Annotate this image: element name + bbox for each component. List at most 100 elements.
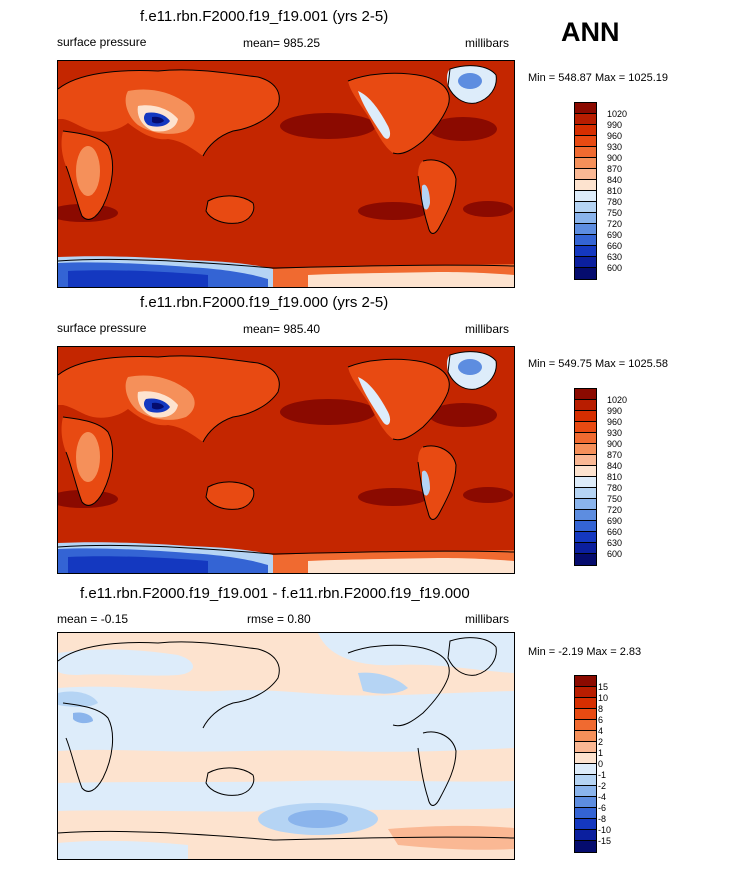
tibetan-plateau-core xyxy=(152,116,164,124)
colorbar-label: 750 xyxy=(607,208,623,218)
southern-negative-band xyxy=(58,780,514,812)
colorbar-swatch xyxy=(575,819,596,830)
colorbar-label: 810 xyxy=(607,472,623,482)
north-america-land xyxy=(348,359,450,440)
colorbar-label: 720 xyxy=(607,505,623,515)
colorbar-label: 780 xyxy=(607,197,623,207)
colorbar-label: -8 xyxy=(598,814,607,824)
colorbar-label: 840 xyxy=(607,175,623,185)
colorbar-swatch xyxy=(575,720,596,731)
panel2-minmax: Min = 549.75 Max = 1025.58 xyxy=(528,358,669,370)
colorbar-label: 660 xyxy=(607,241,623,251)
panel1-units: millibars xyxy=(465,36,510,50)
colorbar-label: 630 xyxy=(607,538,623,548)
andes xyxy=(422,184,430,210)
panel2-map-svg xyxy=(58,347,514,573)
australia-land xyxy=(206,195,254,224)
colorbar-label: 690 xyxy=(607,516,623,526)
south-pacific-high xyxy=(358,488,428,506)
colorbar-swatch xyxy=(575,466,596,477)
colorbar-label: 960 xyxy=(607,417,623,427)
colorbar-swatch xyxy=(575,731,596,742)
tropical-negative-band xyxy=(58,686,514,752)
south-atlantic-high xyxy=(463,487,513,503)
panel1-minmax: Min = 548.87 Max = 1025.19 xyxy=(528,72,669,84)
colorbar-label: 1020 xyxy=(607,109,628,119)
colorbar-label: 2 xyxy=(598,737,604,747)
panel2-map xyxy=(57,346,515,574)
antarctica-plateau xyxy=(68,556,208,573)
colorbar-label: 990 xyxy=(607,120,623,130)
colorbar-label: 8 xyxy=(598,704,604,714)
colorbar-label: 810 xyxy=(607,186,623,196)
colorbar-swatch xyxy=(575,213,596,224)
panel2-mean: mean= 985.40 xyxy=(243,322,321,336)
colorbar-label: 15 xyxy=(598,682,609,692)
africa-highlands xyxy=(76,432,100,482)
panel3-map-svg xyxy=(58,633,514,859)
colorbar-label: 720 xyxy=(607,219,623,229)
panel1-map-svg xyxy=(58,61,514,287)
panel3-minmax: Min = -2.19 Max = 2.83 xyxy=(528,646,642,658)
colorbar-swatch xyxy=(575,224,596,235)
colorbar-swatch xyxy=(575,488,596,499)
panel3-map xyxy=(57,632,515,860)
colorbar-swatch xyxy=(575,433,596,444)
north-america-land xyxy=(348,73,450,154)
antarctic-negative-region xyxy=(58,840,188,859)
coastlines xyxy=(58,637,514,841)
north-atlantic-high xyxy=(429,117,497,141)
colorbar-swatch xyxy=(575,169,596,180)
colorbar-label: 930 xyxy=(607,428,623,438)
colorbar-swatch xyxy=(575,521,596,532)
africa-negative-spot xyxy=(73,712,93,724)
north-pacific-high xyxy=(280,399,376,425)
antarctica-west xyxy=(308,272,514,287)
colorbar-swatch xyxy=(575,268,596,279)
colorbar-swatch xyxy=(575,136,596,147)
colorbar-swatch xyxy=(575,775,596,786)
rockies xyxy=(358,91,391,139)
colorbar-swatch xyxy=(575,709,596,720)
panel1-map xyxy=(57,60,515,288)
colorbar-swatch xyxy=(575,499,596,510)
colorbar-swatch xyxy=(575,753,596,764)
colorbar-label: -2 xyxy=(598,781,607,791)
panel3-title: f.e11.rbn.F2000.f19_f19.001 - f.e11.rbn.… xyxy=(80,585,470,602)
colorbar-swatch xyxy=(575,411,596,422)
colorbar-label: 630 xyxy=(607,252,623,262)
panel3-colorbar xyxy=(574,675,597,853)
colorbar-swatch xyxy=(575,543,596,554)
north-america-negative xyxy=(358,672,408,694)
panel3-mean: mean = -0.15 xyxy=(57,612,129,626)
colorbar-swatch xyxy=(575,830,596,841)
south-pacific-high xyxy=(358,202,428,220)
colorbar-label: 900 xyxy=(607,153,623,163)
greenland-ice-sheet xyxy=(458,359,482,375)
colorbar-swatch xyxy=(575,477,596,488)
colorbar-swatch xyxy=(575,235,596,246)
australia-land xyxy=(206,481,254,510)
colorbar-label: 990 xyxy=(607,406,623,416)
south-atlantic-high xyxy=(463,201,513,217)
colorbar-swatch xyxy=(575,764,596,775)
colorbar-swatch xyxy=(575,158,596,169)
colorbar-label: 6 xyxy=(598,715,604,725)
colorbar-swatch xyxy=(575,191,596,202)
panel1-variable: surface pressure xyxy=(57,35,147,49)
antarctica-west xyxy=(308,558,514,573)
colorbar-label: 870 xyxy=(607,164,623,174)
eurasia-negative-region xyxy=(58,649,193,676)
colorbar-label: 660 xyxy=(607,527,623,537)
africa-highlands xyxy=(76,146,100,196)
colorbar-swatch xyxy=(575,125,596,136)
colorbar-swatch xyxy=(575,698,596,709)
colorbar-label: -6 xyxy=(598,803,607,813)
colorbar-swatch xyxy=(575,808,596,819)
panel3-rmse: rmse = 0.80 xyxy=(247,612,311,626)
south-pacific-negative-core xyxy=(288,810,348,828)
colorbar-swatch xyxy=(575,532,596,543)
colorbar-swatch xyxy=(575,202,596,213)
panel2-title: f.e11.rbn.F2000.f19_f19.000 (yrs 2-5) xyxy=(140,294,389,311)
colorbar-swatch xyxy=(575,444,596,455)
